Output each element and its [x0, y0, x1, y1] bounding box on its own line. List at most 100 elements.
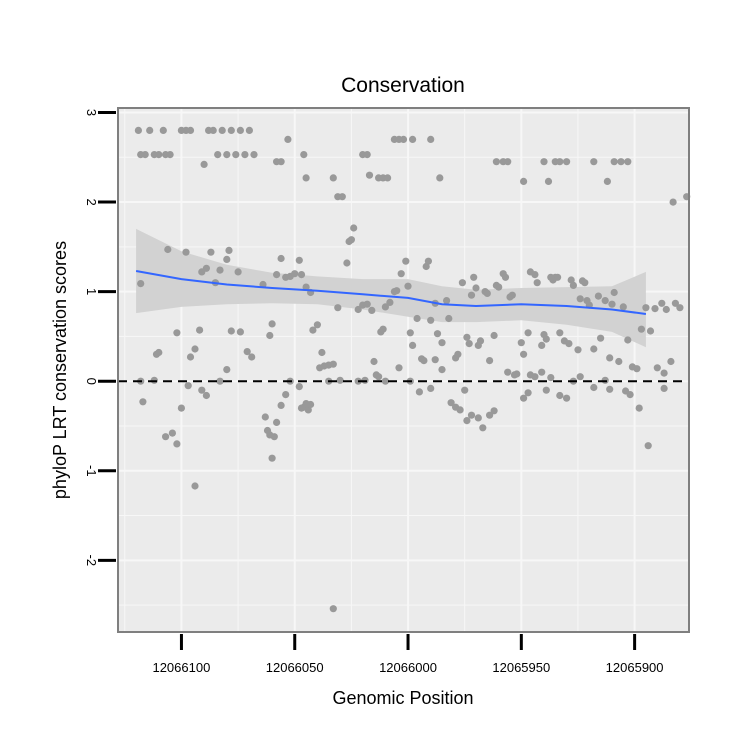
- data-point: [486, 411, 494, 419]
- data-point: [567, 276, 575, 284]
- data-point: [520, 177, 528, 185]
- data-point: [443, 297, 451, 305]
- data-point: [266, 331, 274, 340]
- data-point: [676, 304, 684, 312]
- data-point: [338, 193, 346, 201]
- data-point: [302, 283, 310, 291]
- y-tick-label: 3: [84, 109, 99, 116]
- data-point: [386, 298, 394, 306]
- data-point: [381, 303, 389, 311]
- data-point: [456, 406, 464, 414]
- data-point: [223, 151, 231, 159]
- data-point: [302, 174, 310, 182]
- plot-border: [117, 107, 690, 633]
- data-point: [540, 158, 548, 166]
- data-point: [556, 329, 564, 337]
- data-point: [427, 135, 435, 143]
- data-point: [626, 391, 634, 399]
- data-point: [155, 151, 163, 159]
- data-point: [590, 345, 598, 353]
- data-point: [173, 329, 181, 337]
- data-point: [533, 279, 541, 287]
- data-point: [209, 126, 217, 134]
- data-point: [186, 126, 195, 134]
- data-point: [660, 384, 668, 392]
- data-point: [198, 386, 206, 394]
- data-point: [182, 248, 190, 256]
- data-point: [168, 429, 176, 437]
- data-point: [309, 326, 317, 334]
- data-point: [438, 339, 446, 347]
- data-point: [565, 340, 573, 348]
- data-point: [268, 320, 276, 328]
- data-point: [576, 295, 584, 303]
- data-point: [241, 151, 249, 159]
- data-point: [273, 418, 281, 426]
- data-point: [225, 246, 233, 254]
- data-point: [467, 291, 476, 299]
- data-point: [295, 256, 303, 264]
- data-point: [284, 135, 292, 143]
- data-point: [520, 350, 528, 358]
- data-point: [336, 376, 344, 384]
- data-point: [232, 151, 240, 159]
- data-point: [501, 273, 510, 281]
- plot-panel: [118, 108, 689, 632]
- data-point: [196, 326, 204, 334]
- data-point: [282, 391, 290, 399]
- data-point: [524, 329, 532, 337]
- data-point: [243, 348, 251, 356]
- data-point: [297, 271, 306, 279]
- data-point: [227, 126, 235, 134]
- x-tick-label: 12065950: [492, 660, 550, 675]
- data-point: [236, 328, 244, 336]
- data-point: [402, 257, 410, 265]
- data-point: [465, 340, 473, 348]
- grid-lines: [118, 108, 689, 632]
- data-point: [164, 245, 172, 254]
- data-point: [476, 337, 485, 345]
- data-point: [424, 257, 432, 265]
- data-point: [245, 126, 253, 134]
- data-point: [295, 383, 303, 391]
- data-point: [597, 334, 605, 342]
- data-point: [155, 348, 163, 357]
- data-point: [368, 306, 376, 314]
- data-point: [590, 383, 598, 392]
- data-point: [617, 158, 625, 166]
- data-point: [393, 287, 401, 295]
- data-point: [202, 391, 210, 400]
- data-point: [576, 373, 584, 381]
- y-tick-label: 2: [84, 198, 99, 205]
- data-point: [397, 270, 405, 278]
- data-point: [563, 158, 571, 166]
- data-point: [438, 366, 446, 374]
- data-point: [375, 373, 383, 381]
- data-point: [427, 316, 435, 324]
- chart-title: Conservation: [341, 74, 465, 97]
- data-point: [420, 357, 428, 365]
- data-point: [343, 259, 351, 267]
- data-point: [474, 414, 482, 422]
- data-point: [214, 151, 222, 159]
- data-point: [624, 158, 632, 166]
- data-point: [347, 236, 355, 244]
- data-point: [463, 417, 471, 425]
- data-point: [277, 401, 285, 409]
- data-point: [517, 339, 525, 347]
- data-point: [384, 174, 392, 182]
- data-point: [658, 299, 666, 307]
- data-point: [454, 350, 462, 358]
- data-point: [610, 288, 618, 297]
- data-point: [653, 364, 661, 372]
- data-point: [504, 158, 512, 166]
- y-tick-label: 1: [84, 288, 99, 295]
- x-tick-label: 12066050: [266, 660, 324, 675]
- data-point: [472, 284, 480, 292]
- data-point: [250, 151, 258, 159]
- data-point: [486, 357, 494, 365]
- data-point: [202, 264, 210, 272]
- data-point: [547, 374, 555, 382]
- data-point: [404, 282, 412, 290]
- data-point: [234, 268, 242, 276]
